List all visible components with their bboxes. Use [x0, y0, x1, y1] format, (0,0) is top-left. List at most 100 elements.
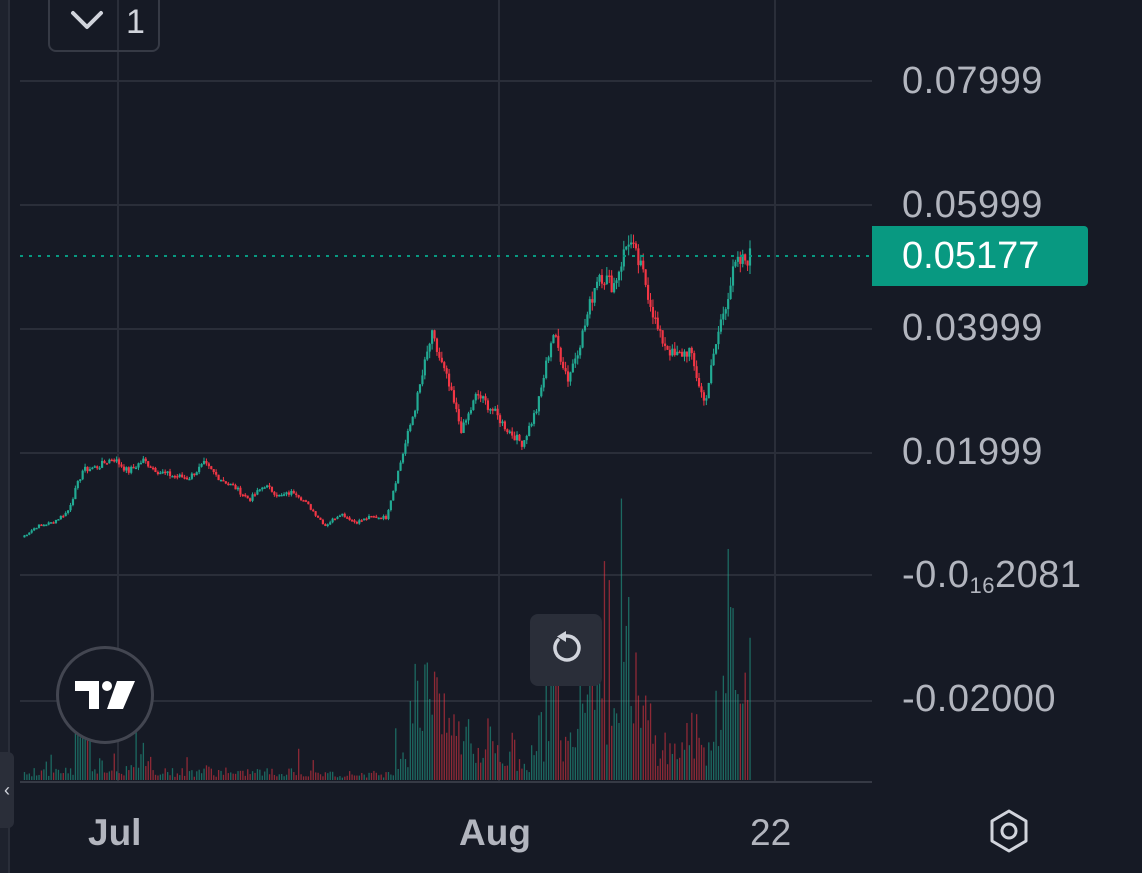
candle-body-32: [98, 467, 101, 470]
candle-body-127: [329, 522, 332, 525]
volume-bar-17: [62, 773, 64, 780]
volume-bar-193: [489, 726, 492, 780]
volume-bar-122: [317, 772, 319, 780]
volume-bar-60: [167, 772, 169, 780]
volume-bar-224: [564, 736, 567, 780]
candle-body-281: [702, 392, 705, 401]
candle-body-33: [100, 460, 104, 468]
candle-body-23: [76, 481, 79, 489]
candle-body-277: [693, 353, 696, 367]
volume-bar-84: [225, 767, 227, 780]
volume-bar-61: [169, 775, 171, 780]
candle-body-253: [634, 243, 638, 249]
volume-bar-138: [356, 775, 358, 780]
candle-body-177: [450, 386, 453, 391]
candle-body-289: [722, 313, 725, 320]
candle-body-182: [462, 422, 465, 433]
volume-bar-120: [312, 760, 314, 780]
candle-body-175: [445, 368, 448, 374]
candle-body-238: [598, 275, 601, 282]
volume-bar-37: [111, 770, 113, 780]
volume-bar-215: [543, 761, 545, 780]
volume-bar-74: [200, 773, 203, 780]
candle-body-250: [627, 244, 630, 247]
reset-chart-button[interactable]: [530, 614, 602, 686]
candle-body-71: [193, 473, 196, 476]
collapse-panel-button[interactable]: ‹: [0, 752, 14, 828]
volume-bar-44: [128, 770, 130, 780]
candle-body-282: [705, 398, 708, 401]
candle-body-126: [326, 524, 329, 526]
volume-bar-227: [572, 746, 574, 780]
candle-body-171: [435, 338, 439, 352]
candle-body-16: [59, 515, 62, 520]
volume-bar-67: [183, 775, 186, 780]
volume-bar-280: [700, 744, 703, 780]
candle-body-95: [251, 494, 254, 501]
volume-bar-125: [324, 772, 327, 780]
settings-icon[interactable]: [986, 808, 1032, 854]
volume-bar-184: [467, 719, 470, 780]
volume-bar-77: [208, 766, 210, 780]
volume-bar-161: [412, 723, 414, 780]
volume-bar-95: [251, 771, 254, 780]
volume-bar-258: [647, 720, 649, 780]
interval-button[interactable]: 1: [48, 0, 160, 52]
candle-body-275: [688, 347, 691, 357]
volume-bar-167: [426, 662, 428, 780]
candle-body-133: [343, 513, 346, 518]
candle-body-145: [372, 516, 375, 518]
volume-bar-277: [693, 758, 695, 780]
volume-bar-243: [611, 725, 613, 780]
volume-bar-4: [31, 776, 33, 780]
volume-bar-293: [732, 608, 734, 780]
volume-bar-10: [45, 761, 47, 780]
price-label-negative-subscript: -0.0162081: [902, 556, 1082, 605]
volume-bar-19: [67, 773, 69, 780]
candle-body-206: [520, 440, 523, 447]
volume-bar-85: [227, 773, 229, 780]
volume-bar-222: [560, 740, 562, 780]
volume-bar-121: [315, 772, 317, 780]
volume-bar-174: [443, 693, 445, 780]
volume-bar-206: [521, 768, 523, 780]
candle-body-285: [712, 353, 715, 366]
candle-body-156: [399, 462, 402, 471]
candle-body-221: [557, 335, 560, 348]
candle-body-158: [404, 443, 407, 454]
candle-body-123: [319, 517, 322, 520]
candle-body-112: [292, 490, 295, 494]
candle-body-255: [639, 260, 642, 266]
price-chart[interactable]: [0, 0, 872, 790]
volume-bar-273: [683, 749, 686, 780]
candle-body-161: [411, 416, 414, 425]
volume-bar-211: [533, 755, 535, 780]
volume-bar-40: [118, 773, 120, 780]
volume-bar-238: [598, 640, 601, 780]
candle-body-157: [401, 453, 405, 463]
candle-body-173: [440, 357, 443, 363]
candle-body-288: [719, 319, 722, 332]
volume-bar-94: [249, 774, 251, 780]
volume-bar-73: [198, 769, 200, 780]
tradingview-logo-icon[interactable]: [56, 646, 154, 744]
volume-bar-9: [43, 769, 45, 780]
candle-body-99: [261, 487, 264, 490]
volume-bar-179: [455, 735, 458, 780]
volume-bar-164: [419, 727, 421, 780]
candle-body-72: [195, 472, 198, 476]
candle-body-287: [717, 331, 720, 345]
volume-bar-247: [620, 498, 623, 780]
candle-body-181: [460, 421, 463, 433]
volume-bar-158: [404, 758, 407, 780]
candle-body-180: [457, 409, 460, 422]
price-label-0.05999: 0.05999: [902, 184, 1043, 226]
volume-bar-264: [662, 750, 664, 780]
candle-body-47: [134, 467, 138, 470]
candle-body-144: [370, 515, 373, 518]
candle-body-176: [448, 373, 451, 387]
price-label-0.07999: 0.07999: [902, 60, 1043, 102]
volume-bar-140: [361, 772, 363, 780]
candle-body-73: [198, 466, 201, 473]
candle-body-249: [625, 246, 628, 250]
